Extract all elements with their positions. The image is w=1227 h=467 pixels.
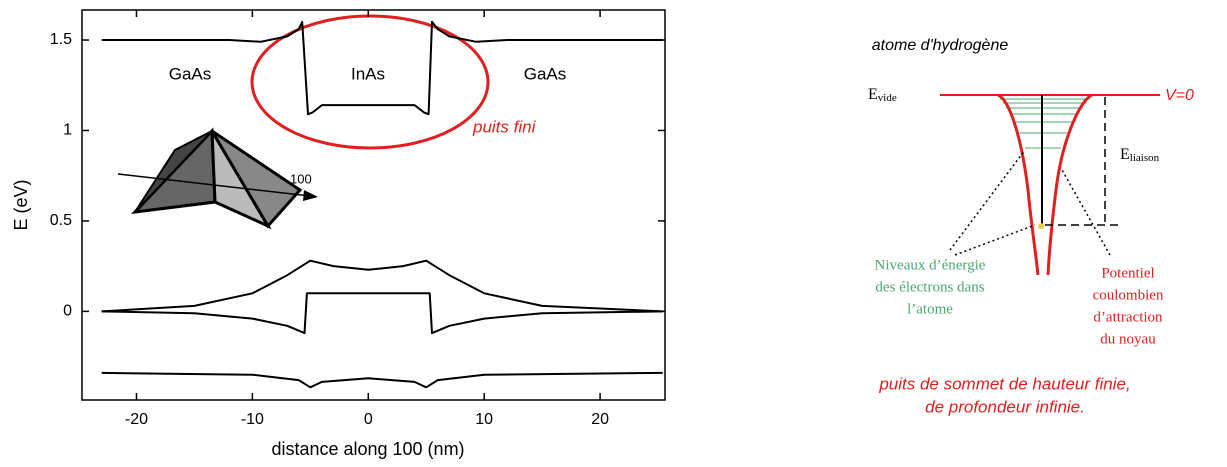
x-tick-label: 0 (364, 411, 373, 428)
y-tick-label: 1.5 (50, 31, 72, 48)
potential-label: Potentiel (1101, 265, 1154, 281)
e-liaison-main: E (1120, 146, 1130, 163)
band-curve (101, 259, 663, 313)
band-curve (101, 20, 663, 116)
well-label: puits fini (472, 117, 537, 136)
e-vide-main: E (868, 86, 878, 103)
x-tick-label: 20 (591, 411, 609, 428)
x-tick-label: -20 (125, 411, 148, 428)
y-tick-label: 1 (63, 122, 72, 139)
y-tick-label: 0 (63, 303, 72, 320)
highlight-ellipse (250, 14, 490, 150)
band-curve (101, 292, 663, 335)
diagram-title: atome d'hydrogène (872, 37, 1009, 54)
material-label: GaAs (169, 64, 212, 83)
x-tick-label: 10 (475, 411, 493, 428)
potential-label: du noyau (1100, 331, 1156, 347)
x-tick-label: -10 (241, 411, 264, 428)
plot-frame (81, 9, 666, 401)
levels-label: Niveaux d’énergie (875, 257, 986, 273)
y-axis-label: E (eV) (11, 179, 31, 230)
potential-label: coulombien (1093, 287, 1164, 303)
levels-label: des électrons dans (875, 279, 984, 295)
x-axis-label: distance along 100 (nm) (271, 439, 464, 459)
e-vide-sub: vide (878, 92, 897, 104)
v0-label: V=0 (1165, 87, 1194, 104)
y-tick-label: 0.5 (50, 212, 72, 229)
potential-label: d’attraction (1093, 309, 1163, 325)
e-liaison-label: Eliaison (1120, 146, 1160, 164)
material-label: InAs (351, 64, 385, 83)
levels-label: l’atome (907, 301, 953, 317)
direction-label: 100 (290, 171, 312, 186)
band-curve (101, 371, 663, 389)
e-liaison-sub: liaison (1130, 152, 1160, 164)
pyramid (117, 127, 318, 230)
well-drawing (940, 93, 1160, 276)
e-vide-label: Evide (868, 86, 897, 104)
caption: de profondeur infinie. (925, 397, 1085, 416)
caption: puits de sommet de hauteur finie, (878, 374, 1130, 393)
material-label: GaAs (524, 64, 567, 83)
